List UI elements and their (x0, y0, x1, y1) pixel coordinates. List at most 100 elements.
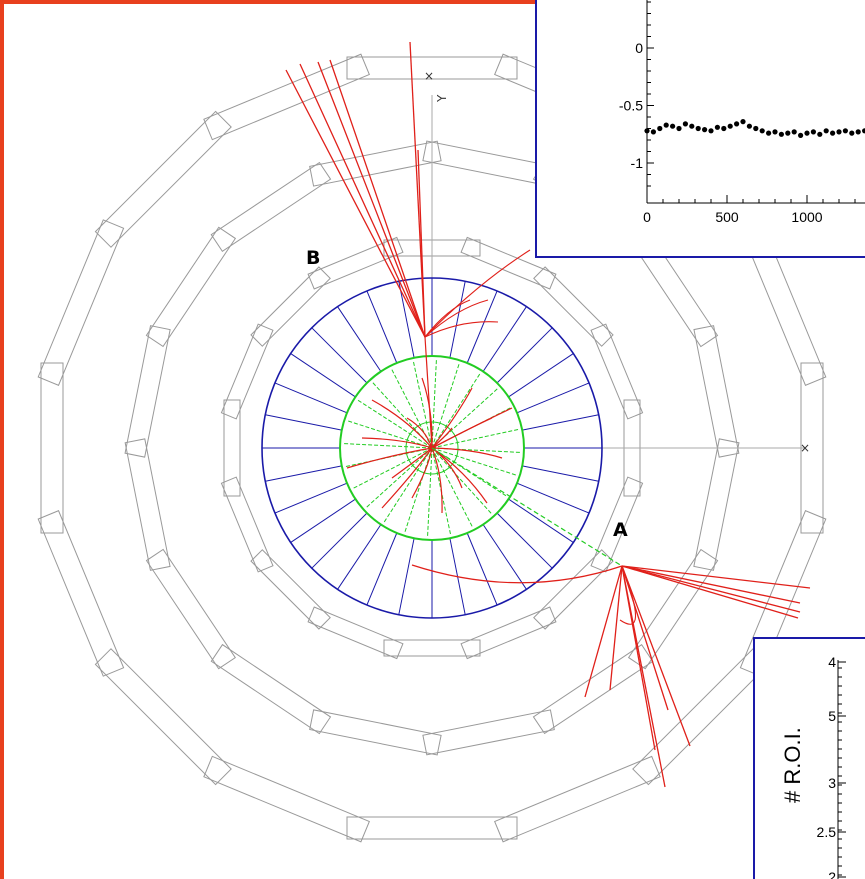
calorimeter-segment (265, 465, 342, 482)
particle-track (621, 565, 799, 619)
scatter-point (670, 123, 676, 129)
inner-detector-spoke (364, 447, 433, 509)
muon-chamber (494, 755, 661, 843)
muon-chamber (632, 648, 770, 786)
muon-chamber (37, 510, 125, 677)
muon-chamber (383, 639, 481, 657)
scatter-point (734, 121, 740, 127)
calorimeter-segment (522, 414, 599, 431)
particle-track (371, 399, 433, 449)
particle-track (584, 565, 623, 698)
muon-chamber (627, 548, 719, 670)
calorimeter-segment (449, 281, 466, 358)
muon-chamber (346, 56, 518, 80)
y-axis-label: Y (435, 94, 449, 103)
particle-track (619, 565, 637, 625)
scatter-y-tick-label: 0 (635, 40, 643, 56)
inset-roi-chart: 4 5 3 2.5 2 # R.O.I. (753, 637, 865, 879)
muon-chamber (220, 476, 274, 573)
particle-track (299, 63, 426, 338)
scatter-point (644, 128, 650, 134)
calorimeter-segment (274, 482, 348, 514)
muon-chamber (309, 709, 442, 756)
particle-track (417, 149, 426, 338)
scatter-point (746, 123, 753, 129)
scatter-point (689, 123, 695, 129)
scatter-point (842, 128, 849, 134)
muon-chamber (223, 399, 241, 497)
calorimeter-segments (262, 278, 602, 618)
inner-detector-spoke (382, 447, 433, 524)
calorimeter-segment (398, 281, 415, 358)
particle-track (346, 447, 433, 469)
calorimeter-segment (311, 327, 368, 384)
calorimeter-segment (496, 512, 553, 569)
muon-chamber (203, 755, 370, 843)
inner-detector-spoke (431, 362, 461, 449)
vertex-label-a: A (613, 519, 628, 541)
scatter-point (663, 122, 669, 128)
neutral-track (431, 447, 623, 567)
inner-detector-spoke (427, 447, 433, 538)
muon-chamber (250, 549, 331, 630)
muon-chamber (94, 110, 232, 248)
roi-y-tick-label: 2 (828, 869, 836, 879)
scatter-point (830, 130, 836, 136)
muon-chamber (124, 325, 171, 458)
calorimeter-segment (398, 538, 415, 615)
muon-chamber (210, 161, 332, 252)
muon-chamber (307, 606, 404, 660)
inner-detector-spoke (356, 398, 433, 449)
particle-track (431, 427, 453, 449)
calorimeter-segment (337, 524, 382, 590)
muon-chamber (693, 438, 740, 571)
muon-chamber (532, 644, 654, 735)
roi-y-ticks: 4 5 3 2.5 2 (817, 654, 846, 879)
calorimeter-segment (516, 382, 590, 414)
muon-chamber (40, 362, 64, 534)
particle-track (621, 565, 801, 613)
scatter-point (791, 129, 797, 135)
muon-chamber (590, 476, 644, 573)
muon-chamber (210, 643, 332, 735)
particle-track (391, 447, 433, 479)
scatter-point (804, 130, 810, 136)
calorimeter-segment (274, 382, 348, 414)
particle-track (424, 299, 489, 338)
scatter-point (810, 129, 817, 135)
scatter-point (702, 127, 708, 133)
scatter-point (798, 132, 804, 138)
scatter-point (695, 125, 701, 132)
particle-track (424, 336, 433, 449)
inner-detector-spoke (351, 447, 433, 490)
scatter-x-tick-label: 500 (715, 209, 739, 225)
particle-track (621, 565, 656, 751)
inner-detector-spoke (431, 372, 482, 449)
calorimeter-segment (366, 290, 398, 364)
muon-chamber (346, 816, 518, 840)
particle-track (431, 447, 488, 504)
inner-detector-spoke (431, 447, 508, 498)
muon-chamber (220, 323, 274, 420)
particle-track (329, 59, 426, 338)
calorimeter-segment (516, 482, 590, 514)
scatter-point (849, 130, 855, 136)
muon-chamber (203, 53, 370, 141)
particle-track (361, 437, 433, 449)
muon-chamber (693, 325, 740, 458)
scatter-point (727, 123, 733, 129)
calorimeter-segment (522, 465, 599, 482)
inset-scatter-chart: 0 -0.5 -1 0 500 1000 (535, 0, 865, 258)
muon-chamber (250, 266, 331, 347)
y-axis-x-marker: × (424, 69, 434, 83)
scatter-x-ticks: 0 500 1000 (643, 195, 856, 225)
calorimeter-segment (508, 353, 574, 398)
particle-track (431, 447, 503, 459)
scatter-point (772, 129, 778, 135)
calorimeter-ring (261, 277, 603, 619)
scatter-point (855, 129, 861, 135)
particle-track (411, 447, 433, 499)
scatter-y-tick-label: -0.5 (619, 98, 643, 114)
particle-track (411, 564, 623, 584)
x-axis-marker: × (800, 441, 810, 455)
